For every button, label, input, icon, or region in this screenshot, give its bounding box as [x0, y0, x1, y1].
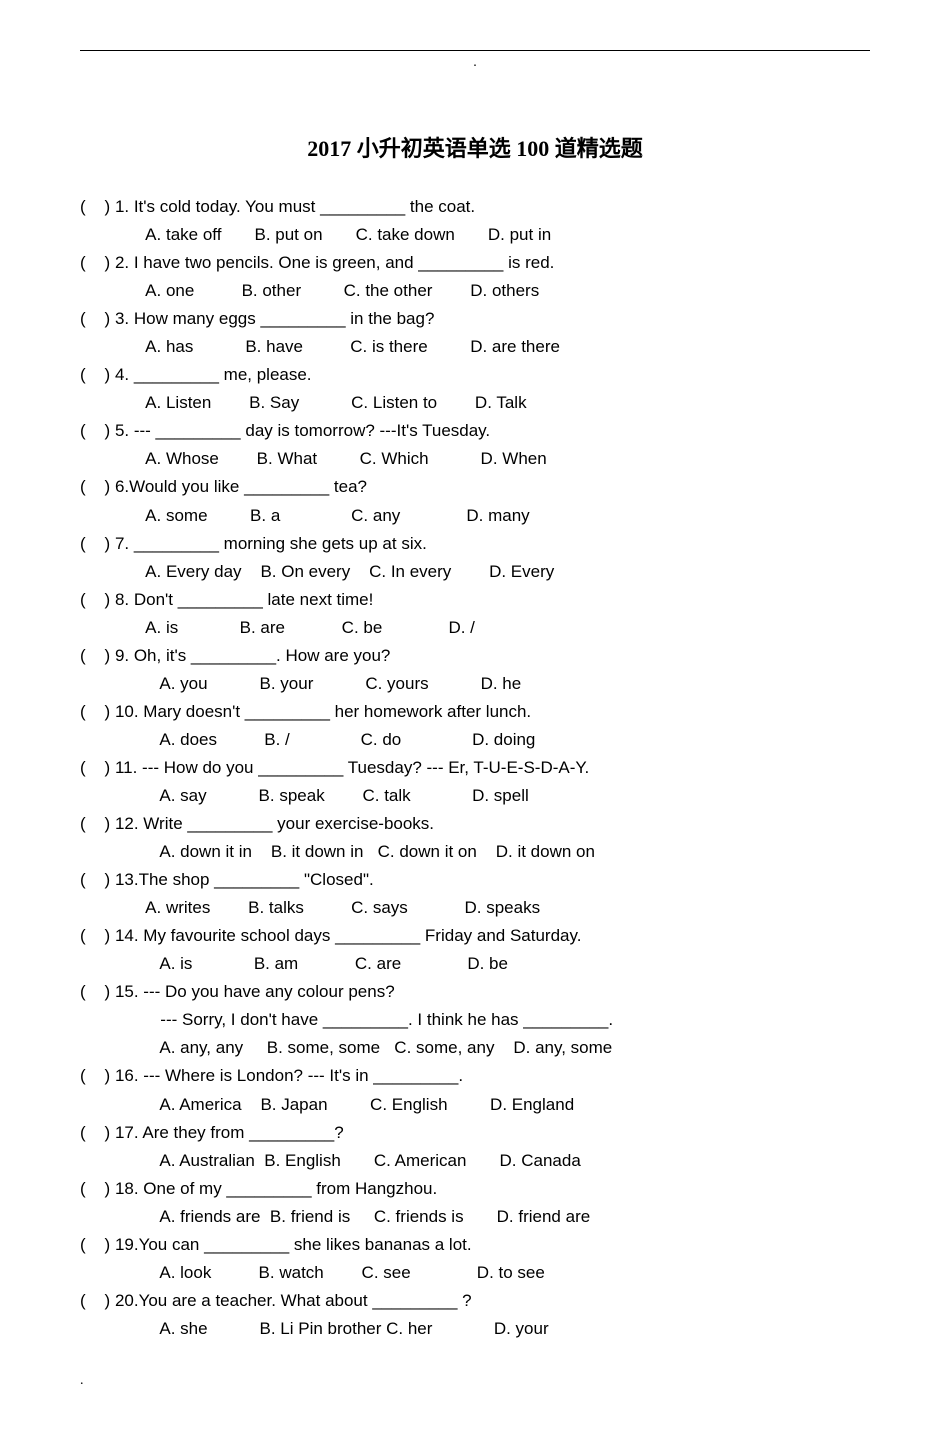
footer-dot: .: [80, 1373, 870, 1389]
header-dot: .: [80, 55, 870, 71]
page-container: . 2017 小升初英语单选 100 道精选题 ( ) 1. It's cold…: [0, 0, 950, 1429]
top-rule: [80, 50, 870, 51]
question-list: ( ) 1. It's cold today. You must _______…: [80, 193, 870, 1343]
title: 2017 小升初英语单选 100 道精选题: [80, 131, 870, 163]
